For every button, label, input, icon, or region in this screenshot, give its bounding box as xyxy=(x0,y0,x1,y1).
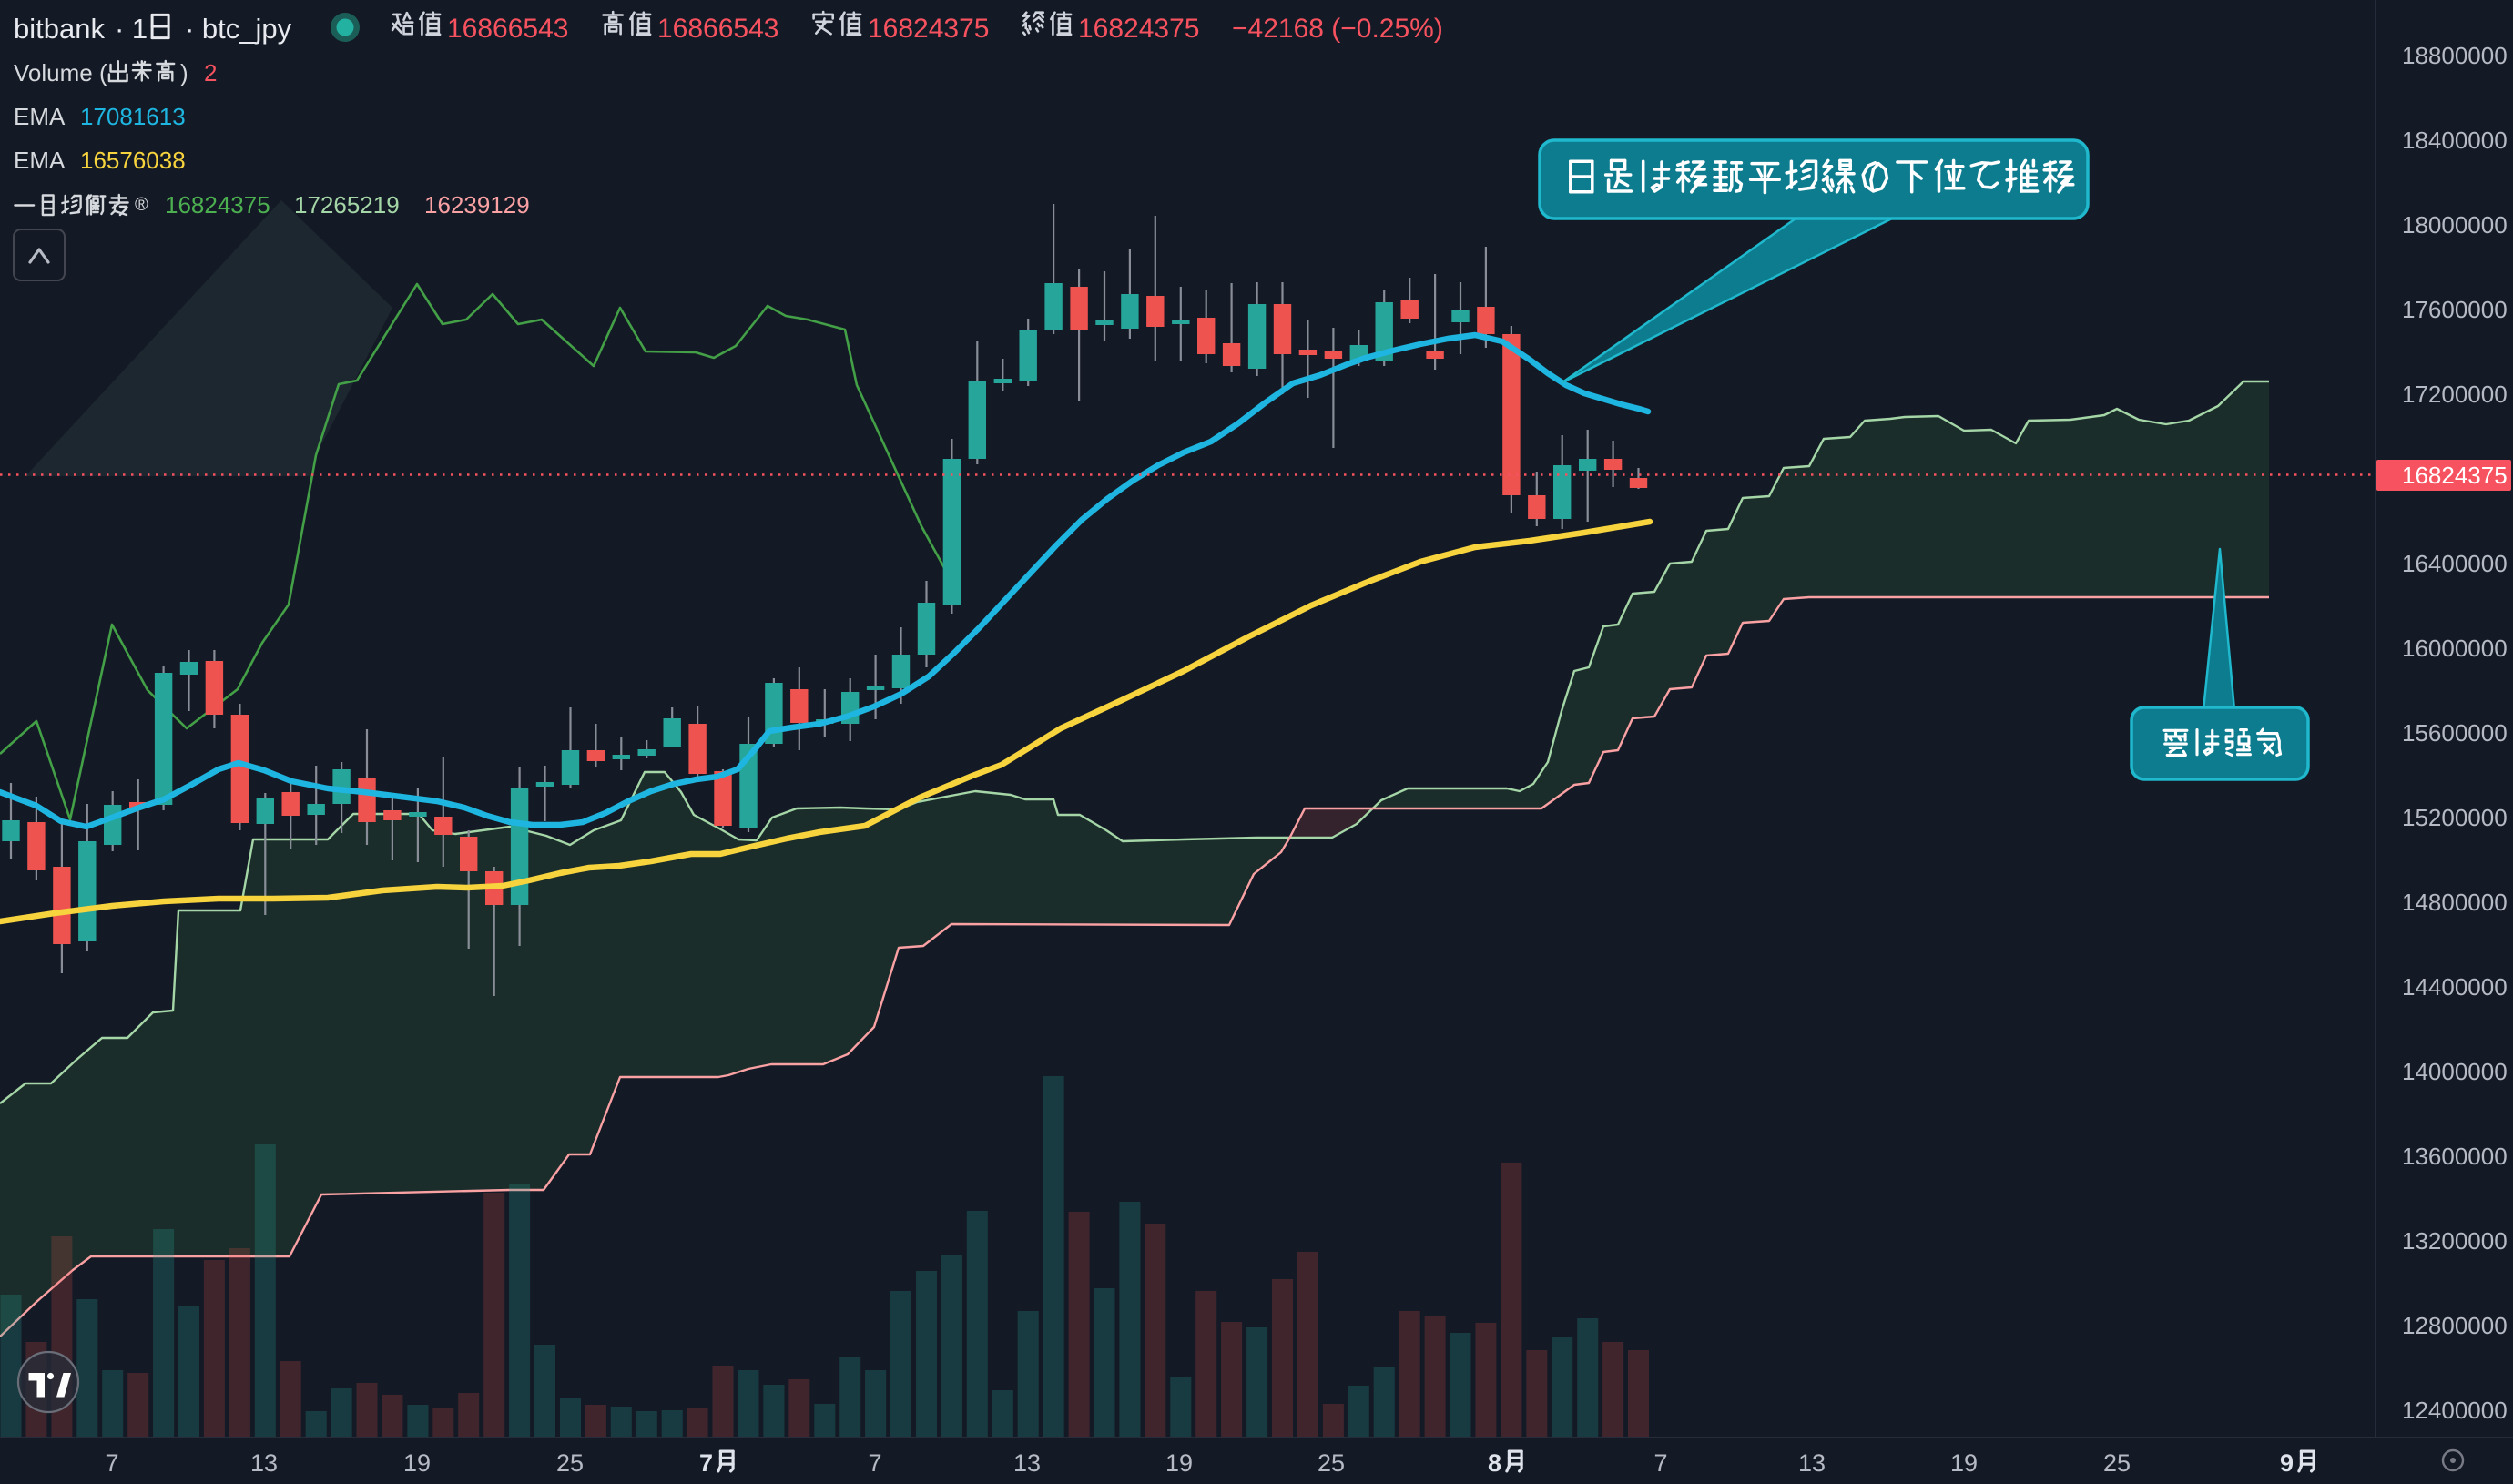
svg-text:8: 8 xyxy=(1488,1449,1501,1477)
svg-text:13: 13 xyxy=(1013,1449,1041,1477)
svg-text:18400000: 18400000 xyxy=(2402,127,2508,154)
svg-text:19: 19 xyxy=(1950,1449,1978,1477)
svg-text:bitbank: bitbank xyxy=(14,13,105,45)
svg-text:17265219: 17265219 xyxy=(294,191,400,219)
svg-text:14000000: 14000000 xyxy=(2402,1058,2508,1085)
svg-text:13: 13 xyxy=(250,1449,278,1477)
svg-text:EMA: EMA xyxy=(14,147,66,174)
svg-text:Volume (: Volume ( xyxy=(14,59,107,86)
svg-text:15200000: 15200000 xyxy=(2402,804,2508,831)
svg-text:17200000: 17200000 xyxy=(2402,381,2508,408)
svg-text:2: 2 xyxy=(204,59,217,86)
svg-text:12400000: 12400000 xyxy=(2402,1397,2508,1424)
svg-text:7: 7 xyxy=(105,1449,118,1477)
svg-text:16866543: 16866543 xyxy=(447,14,568,44)
svg-text:13600000: 13600000 xyxy=(2402,1143,2508,1170)
svg-text:13: 13 xyxy=(1798,1449,1826,1477)
svg-text:19: 19 xyxy=(403,1449,431,1477)
svg-text:7: 7 xyxy=(868,1449,881,1477)
svg-text:25: 25 xyxy=(2103,1449,2131,1477)
svg-text:16824375: 16824375 xyxy=(1078,14,1199,44)
svg-text:16576038: 16576038 xyxy=(80,147,186,174)
svg-text:12800000: 12800000 xyxy=(2402,1312,2508,1339)
svg-text:18000000: 18000000 xyxy=(2402,211,2508,239)
svg-text:14800000: 14800000 xyxy=(2402,889,2508,916)
svg-text:· btc_jpy: · btc_jpy xyxy=(185,13,292,45)
svg-text:16000000: 16000000 xyxy=(2402,635,2508,662)
svg-text:16824375: 16824375 xyxy=(165,191,270,219)
svg-text:16239129: 16239129 xyxy=(424,191,530,219)
svg-text:19: 19 xyxy=(1165,1449,1193,1477)
svg-text:7: 7 xyxy=(699,1449,713,1477)
svg-text:13200000: 13200000 xyxy=(2402,1227,2508,1255)
svg-text:16400000: 16400000 xyxy=(2402,550,2508,577)
svg-text:7: 7 xyxy=(1653,1449,1667,1477)
svg-text:®: ® xyxy=(135,195,148,215)
svg-text:): ) xyxy=(180,59,188,86)
svg-text:25: 25 xyxy=(556,1449,584,1477)
svg-text:18800000: 18800000 xyxy=(2402,42,2508,69)
svg-text:EMA: EMA xyxy=(14,103,66,130)
svg-text:· 1: · 1 xyxy=(115,13,148,45)
svg-text:9: 9 xyxy=(2280,1449,2294,1477)
svg-text:16824375: 16824375 xyxy=(868,14,989,44)
svg-text:25: 25 xyxy=(1318,1449,1345,1477)
svg-text:17081613: 17081613 xyxy=(80,103,186,130)
svg-text:17600000: 17600000 xyxy=(2402,296,2508,323)
svg-text:16866543: 16866543 xyxy=(657,14,778,44)
svg-text:16824375: 16824375 xyxy=(2402,462,2508,489)
svg-text:−42168 (−0.25%): −42168 (−0.25%) xyxy=(1232,14,1443,44)
svg-text:15600000: 15600000 xyxy=(2402,719,2508,747)
svg-text:14400000: 14400000 xyxy=(2402,973,2508,1001)
